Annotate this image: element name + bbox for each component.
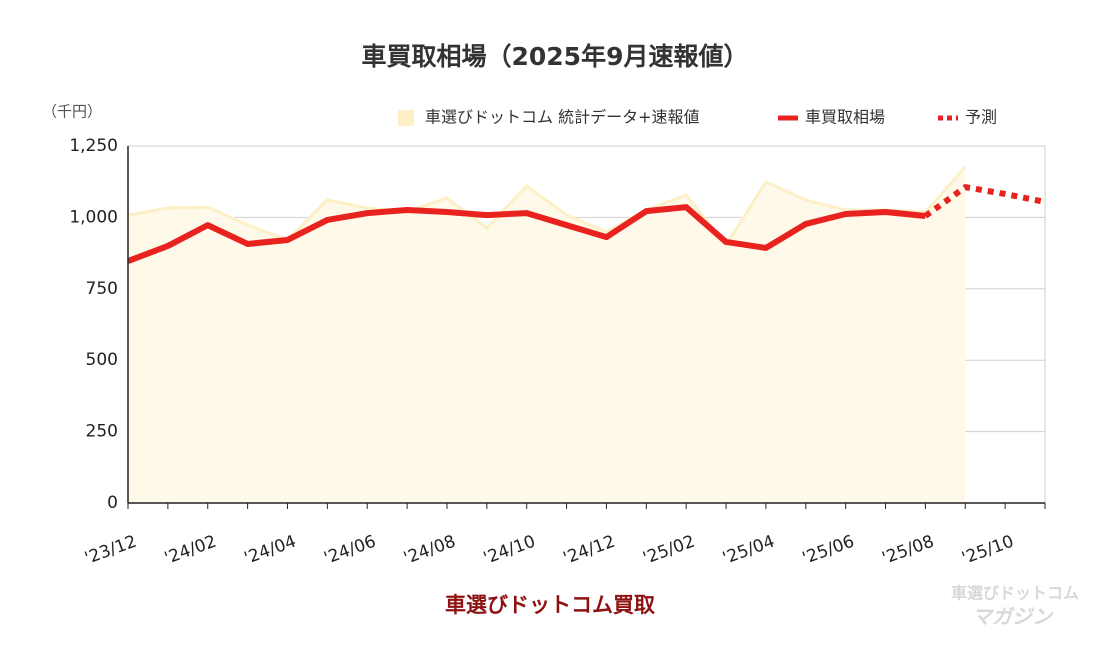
- legend-swatch: [398, 110, 414, 126]
- area: [128, 167, 966, 503]
- x-tick-label: '24/08: [401, 532, 458, 569]
- line: [923, 184, 1046, 219]
- legend: 車選びドットコム 統計データ+速報値 車買取相場 予測: [398, 108, 997, 127]
- y-tick-label: 500: [86, 350, 118, 370]
- x-tick-label: '25/06: [800, 532, 857, 569]
- x-tick-label: '25/02: [640, 532, 697, 569]
- y-tick-label: 0: [107, 493, 118, 513]
- x-tick-label: '24/06: [321, 532, 378, 569]
- chart-title: 車買取相場（2025年9月速報値）: [362, 42, 749, 71]
- y-tick-label: 750: [86, 279, 118, 299]
- y-unit: （千円）: [42, 103, 102, 121]
- x-tick-label: '25/04: [720, 532, 777, 569]
- x-tick-label: '24/04: [242, 532, 299, 569]
- line: [126, 204, 926, 264]
- y-tick-label: 1,250: [69, 136, 118, 156]
- x-tick-label: '23/12: [82, 532, 139, 569]
- y-tick-label: 1,000: [69, 207, 118, 227]
- x-tick-label: '24/12: [561, 532, 618, 569]
- legend-label: 予測: [965, 108, 997, 127]
- legend-label: 車買取相場: [805, 108, 885, 127]
- area-line: [127, 166, 967, 248]
- x-tick-label: '24/02: [162, 532, 219, 569]
- y-tick-label: 250: [86, 422, 118, 442]
- x-tick-label: '24/10: [481, 532, 538, 569]
- legend-label: 車選びドットコム 統計データ+速報値: [425, 108, 700, 127]
- x-tick-label: '25/08: [880, 532, 937, 569]
- x-axis-title: 車選びドットコム買取: [445, 593, 655, 617]
- watermark: マガジン: [972, 605, 1054, 629]
- watermark: 車選びドットコム: [951, 584, 1079, 603]
- x-tick-label: '25/10: [959, 532, 1016, 569]
